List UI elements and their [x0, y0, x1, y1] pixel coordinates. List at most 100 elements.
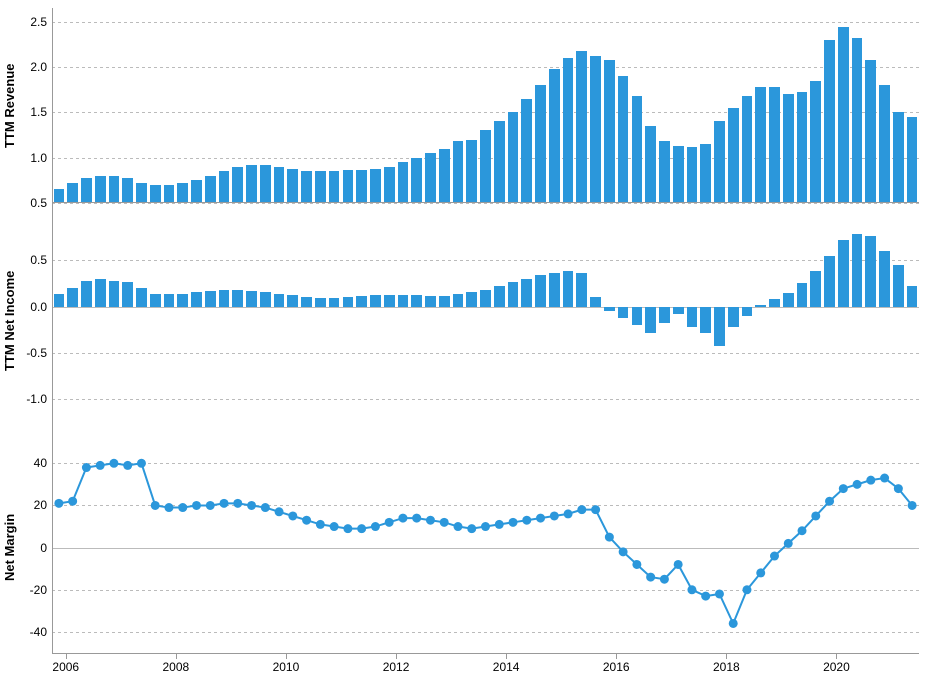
- y-tick-label: -20: [7, 583, 47, 597]
- netincome-bar: [508, 282, 519, 306]
- net-margin-marker: [343, 524, 352, 533]
- netincome-bar: [95, 279, 106, 307]
- net-margin-marker: [109, 459, 118, 468]
- revenue-bar: [164, 185, 175, 203]
- x-tick-label: 2014: [493, 660, 520, 674]
- netincome-bar: [164, 294, 175, 307]
- netincome-bar: [109, 281, 120, 307]
- net-margin-marker: [412, 514, 421, 523]
- net-margin-marker: [453, 522, 462, 531]
- net-margin-marker: [591, 505, 600, 514]
- net-margin-marker: [674, 560, 683, 569]
- revenue-bar: [521, 99, 532, 203]
- netincome-bar: [714, 307, 725, 346]
- netincome-bar: [893, 265, 904, 307]
- netincome-bar: [645, 307, 656, 333]
- revenue-bar: [232, 167, 243, 203]
- netincome-bar: [219, 290, 230, 307]
- x-tick-label: 2008: [162, 660, 189, 674]
- netincome-bar: [907, 286, 918, 306]
- netincome-bar: [783, 293, 794, 307]
- revenue-bar: [907, 117, 918, 203]
- x-tick-mark: [506, 653, 507, 659]
- netincome-bar: [191, 292, 202, 307]
- netincome-bar: [618, 307, 629, 318]
- net-margin-marker: [316, 520, 325, 529]
- netincome-bar: [535, 275, 546, 307]
- netincome-bar: [411, 295, 422, 306]
- revenue-bar: [177, 183, 188, 203]
- x-tick-mark: [396, 653, 397, 659]
- revenue-bar: [343, 170, 354, 203]
- net-margin-marker: [233, 499, 242, 508]
- net-margin-marker: [784, 539, 793, 548]
- revenue-bar: [673, 146, 684, 203]
- net-margin-marker: [770, 552, 779, 561]
- net-margin-marker: [536, 514, 545, 523]
- net-margin-marker: [164, 503, 173, 512]
- revenue-bar: [205, 176, 216, 203]
- revenue-bar: [576, 51, 587, 203]
- revenue-bar: [122, 178, 133, 203]
- gridline: [52, 399, 919, 400]
- netincome-bar: [480, 290, 491, 307]
- netincome-bar: [425, 296, 436, 306]
- x-tick-label: 2012: [383, 660, 410, 674]
- revenue-bar: [810, 81, 821, 203]
- netincome-bar: [453, 294, 464, 307]
- netincome-bar: [177, 294, 188, 307]
- net-margin-marker: [330, 522, 339, 531]
- revenue-bar: [769, 87, 780, 203]
- net-margin-marker: [357, 524, 366, 533]
- revenue-bar: [54, 189, 65, 203]
- y-tick-label: 2.0: [7, 60, 47, 74]
- revenue-bar: [742, 96, 753, 203]
- net-margin-marker: [275, 507, 284, 516]
- net-margin-marker: [440, 518, 449, 527]
- x-tick-mark: [286, 653, 287, 659]
- netincome-bar: [632, 307, 643, 326]
- net-margin-marker: [729, 619, 738, 628]
- net-margin-marker: [247, 501, 256, 510]
- netincome-bar: [494, 286, 505, 306]
- netincome-bar: [136, 288, 147, 307]
- net-margin-marker: [866, 476, 875, 485]
- revenue-bar: [439, 149, 450, 203]
- net-margin-marker: [398, 514, 407, 523]
- netincome-bar: [549, 273, 560, 306]
- netincome-bar: [54, 294, 65, 307]
- revenue-bar: [260, 165, 271, 203]
- netincome-bar: [260, 292, 271, 307]
- net-margin-marker: [481, 522, 490, 531]
- revenue-bar: [109, 176, 120, 203]
- netincome-bar: [398, 295, 409, 307]
- y-tick-label: 0.5: [7, 253, 47, 267]
- net-margin-marker: [522, 516, 531, 525]
- x-tick-label: 2018: [713, 660, 740, 674]
- netincome-bar: [466, 292, 477, 307]
- net-margin-marker: [261, 503, 270, 512]
- gridline: [52, 260, 919, 261]
- revenue-bar: [755, 87, 766, 203]
- net-margin-marker: [742, 585, 751, 594]
- netincome-bar: [356, 296, 367, 306]
- net-margin-marker: [178, 503, 187, 512]
- revenue-bar: [659, 141, 670, 203]
- netincome-bar: [604, 307, 615, 312]
- revenue-bar: [508, 112, 519, 203]
- net-margin-marker: [646, 573, 655, 582]
- x-axis-line: [52, 653, 919, 654]
- revenue-bar: [879, 85, 890, 203]
- net-margin-marker: [880, 474, 889, 483]
- netincome-bar: [232, 290, 243, 307]
- revenue-bar: [411, 158, 422, 203]
- revenue-bar: [219, 171, 230, 203]
- y-tick-label: -0.5: [7, 346, 47, 360]
- panel-ttm-revenue: [52, 8, 919, 203]
- net-margin-marker: [894, 484, 903, 493]
- y-tick-label: 1.5: [7, 105, 47, 119]
- panel-ttm-net-income: [52, 223, 919, 418]
- x-tick-label: 2010: [273, 660, 300, 674]
- netincome-bar: [742, 307, 753, 316]
- net-margin-marker: [54, 499, 63, 508]
